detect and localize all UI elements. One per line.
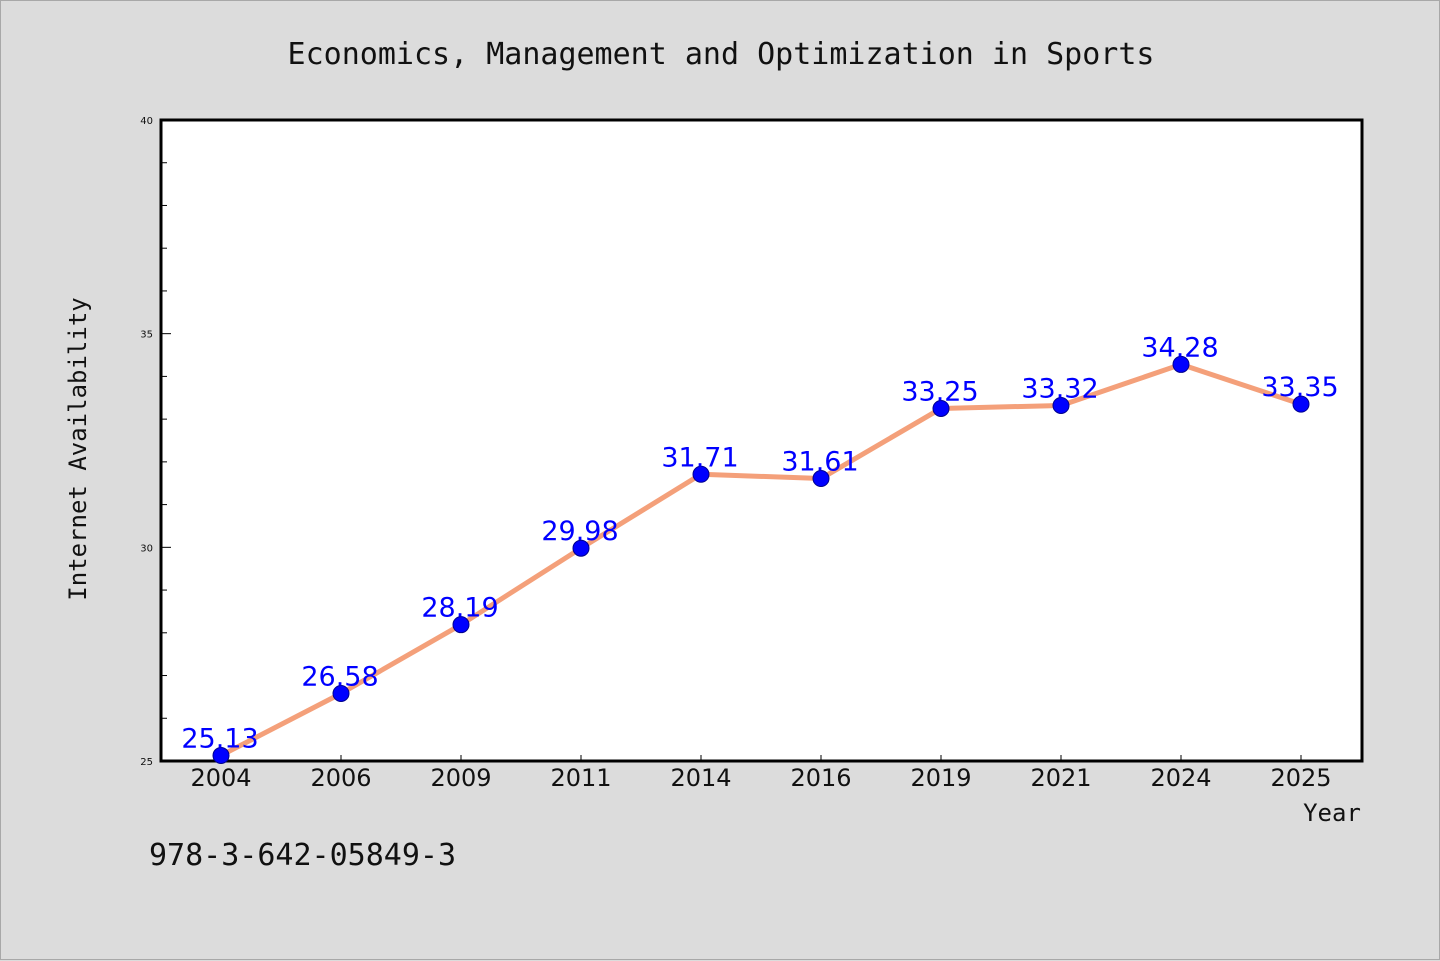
x-axis-label: Year <box>1303 799 1361 827</box>
x-tick-label: 2024 <box>1150 764 1211 792</box>
x-tick-label: 2019 <box>910 764 971 792</box>
plot-area <box>159 118 1364 763</box>
y-tick-label: 25 <box>140 757 153 768</box>
data-label: 31.61 <box>781 447 858 478</box>
data-point <box>1052 396 1070 414</box>
x-tick-label: 2004 <box>190 764 251 792</box>
data-label: 33.25 <box>901 376 978 407</box>
x-tick-label: 2025 <box>1270 764 1331 792</box>
axis-ticks: 25 30 35 40 2004 2006 2009 2011 2014 2016 2019 2021… <box>140 116 1331 792</box>
data-label: 33.32 <box>1021 373 1098 404</box>
y-tick-label: 30 <box>140 543 153 554</box>
data-point <box>452 616 470 634</box>
data-label: 29.98 <box>541 516 618 547</box>
data-point <box>1292 395 1310 413</box>
data-point <box>572 539 590 557</box>
chart-title: Economics, Management and Optimization i… <box>288 37 1155 72</box>
data-point <box>1172 355 1190 373</box>
series-line <box>219 361 1302 758</box>
data-point <box>692 465 710 483</box>
data-point <box>932 399 950 417</box>
x-tick-label: 2021 <box>1030 764 1091 792</box>
data-label: 31.71 <box>661 442 738 473</box>
x-tick-label: 2006 <box>310 764 371 792</box>
x-tick-label: 2014 <box>670 764 731 792</box>
data-label: 34.28 <box>1141 332 1218 363</box>
data-point <box>812 470 830 488</box>
y-tick-label: 35 <box>140 330 153 341</box>
data-label: 25.13 <box>181 723 258 754</box>
data-point <box>212 746 230 764</box>
data-label: 26.58 <box>301 661 378 692</box>
x-tick-label: 2016 <box>790 764 851 792</box>
data-label: 33.35 <box>1261 372 1338 403</box>
x-tick-label: 2011 <box>550 764 611 792</box>
data-point <box>332 684 350 702</box>
footnote-isbn: 978-3-642-05849-3 <box>149 838 456 873</box>
x-tick-label: 2009 <box>430 764 491 792</box>
data-label: 28.19 <box>421 593 498 624</box>
y-tick-label: 40 <box>140 116 153 127</box>
series-layer: 25.13 26.58 28.19 29.98 31.71 31.61 33.25 33.32… <box>181 332 1339 764</box>
y-axis-label: Internet Availability <box>64 297 92 600</box>
